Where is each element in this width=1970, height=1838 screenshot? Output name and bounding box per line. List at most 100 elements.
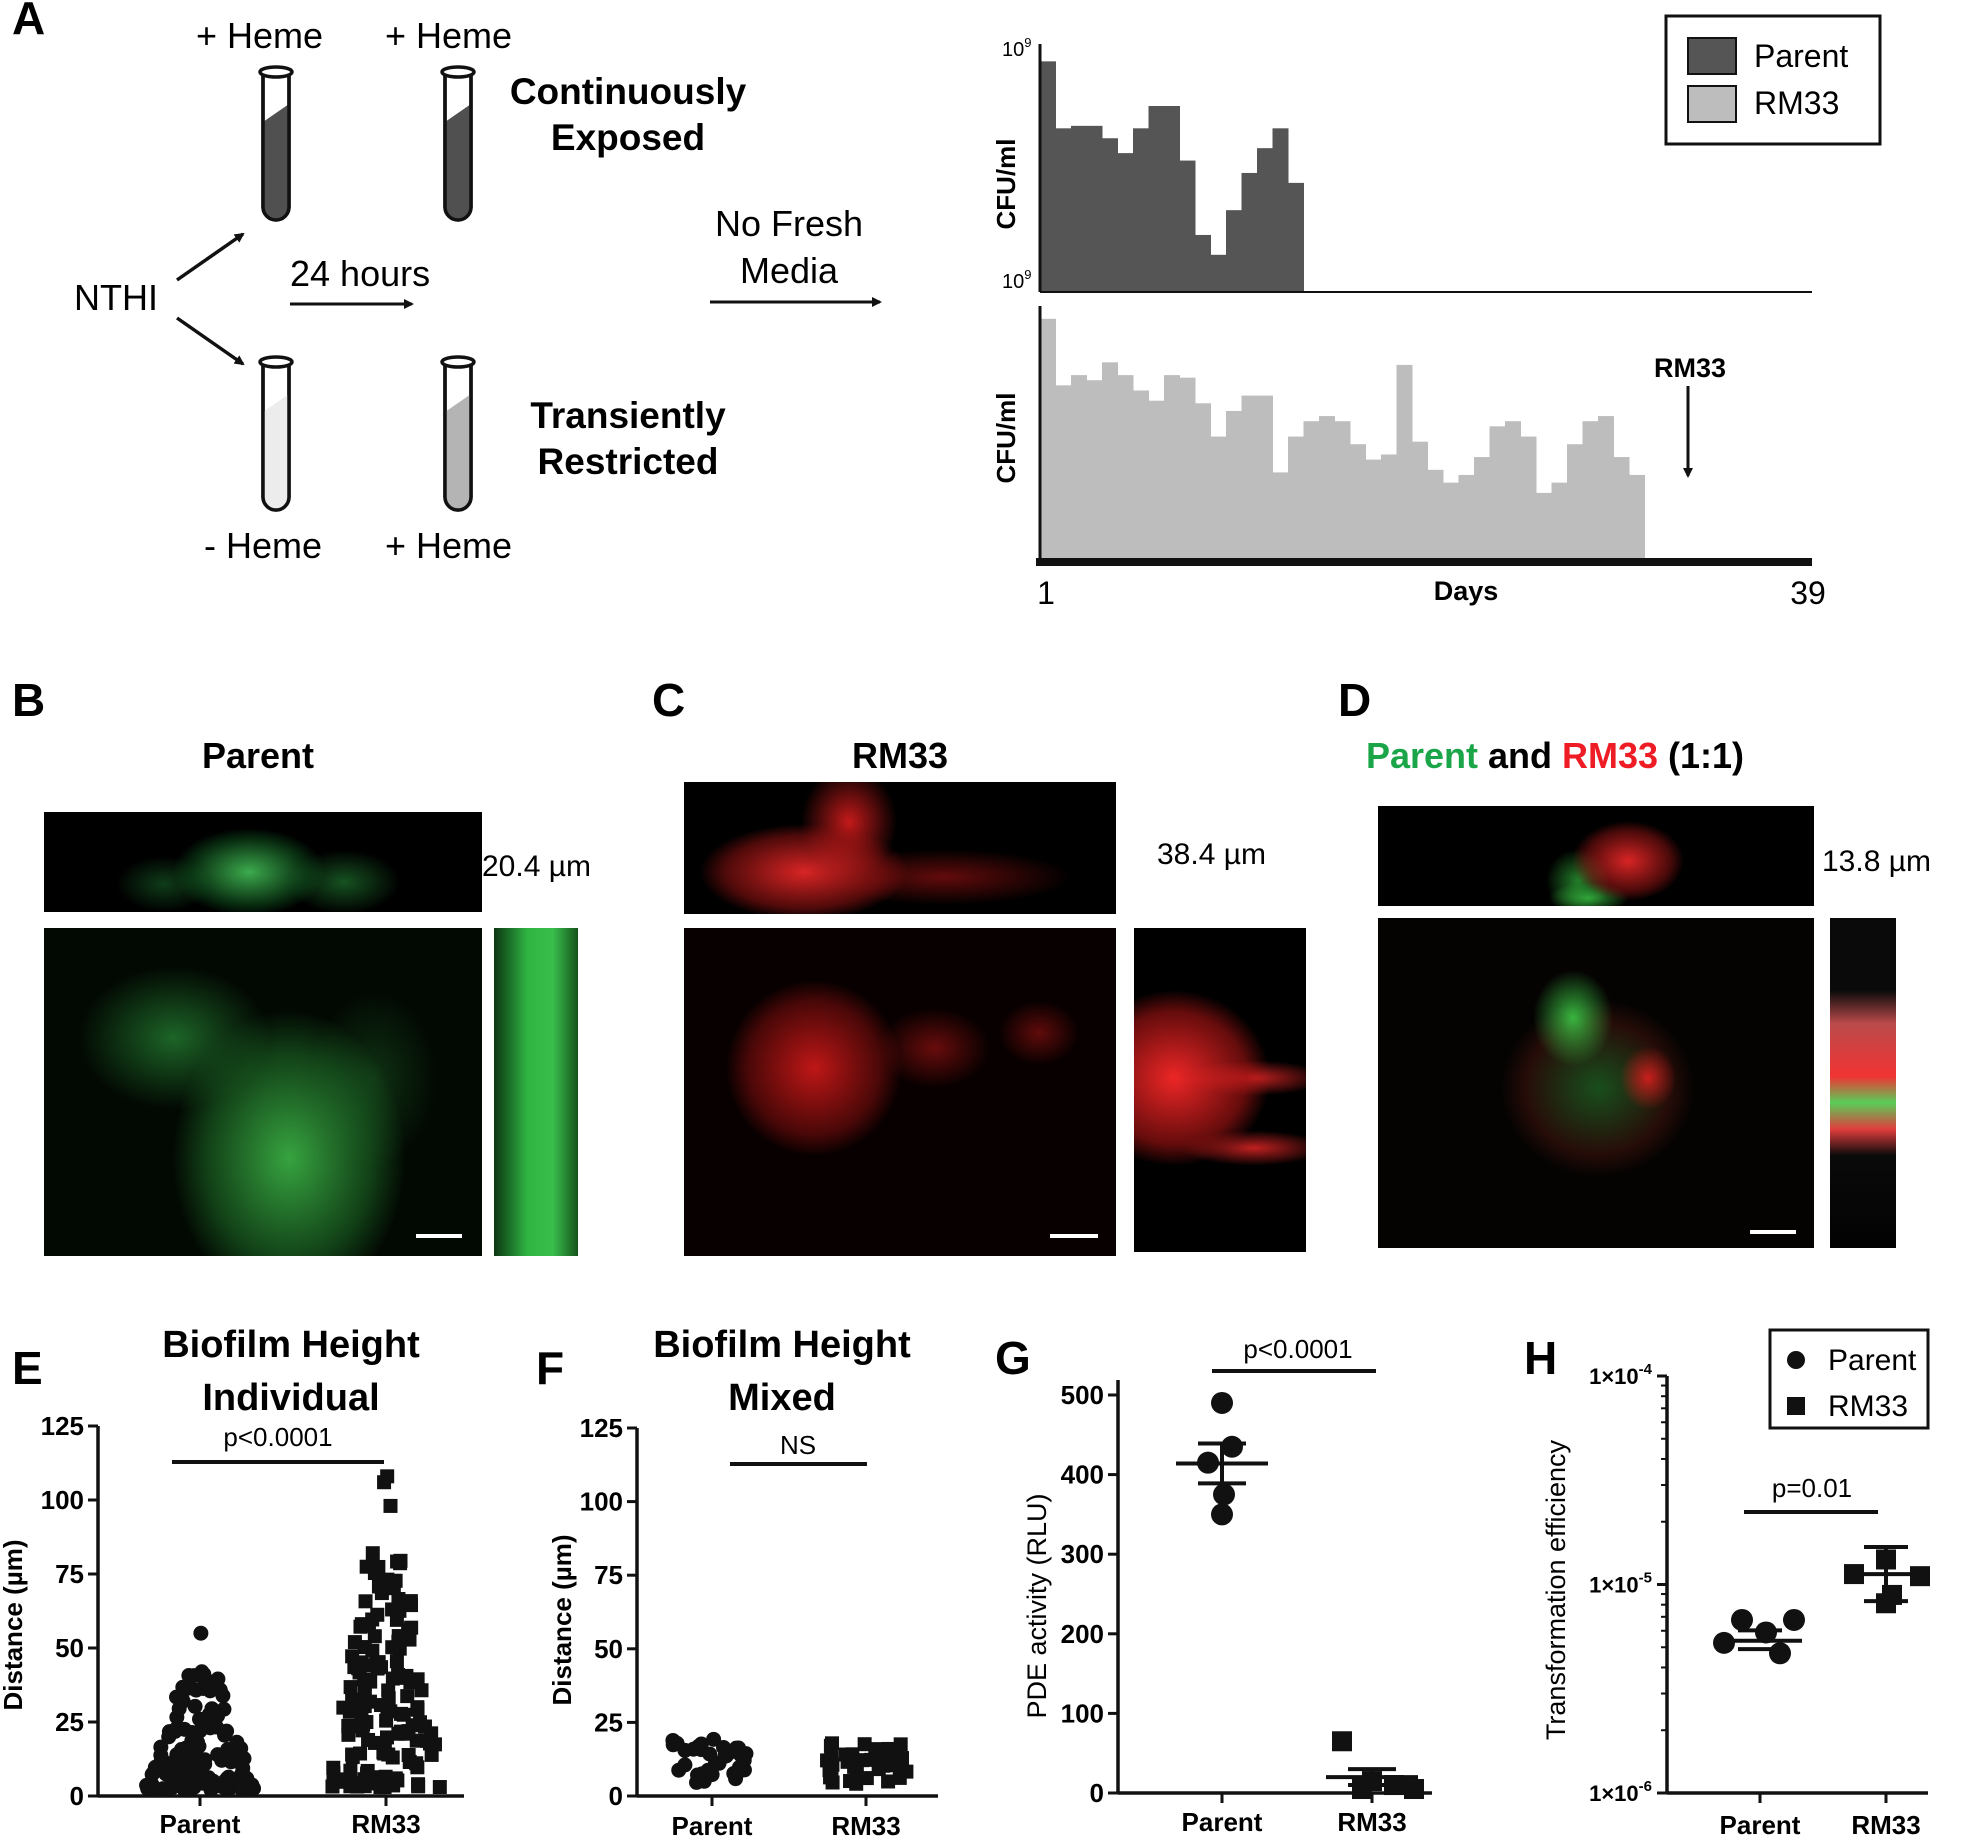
bar-parent-day-6 (1117, 153, 1134, 292)
scale-bar (1750, 1230, 1796, 1234)
panel-e-rm33-point (414, 1683, 429, 1698)
tube-continuous-24h (258, 65, 294, 222)
panel-e-rm33-point (388, 1573, 403, 1588)
panel-e-rm33-point (410, 1700, 425, 1715)
y-axis-label-parent: CFU/ml (991, 139, 1021, 230)
panel-h-y-tick-label-0: 1×10-4 (1589, 1361, 1653, 1389)
heme-plus-label-2: + Heme (385, 15, 512, 56)
panel-h-category-rm33: RM33 (1851, 1810, 1920, 1838)
bar-rm33-day-7 (1133, 390, 1149, 562)
panel-h-parent-point (1731, 1608, 1753, 1631)
panel-f-parent-point (665, 1732, 681, 1748)
panel-f-rm33-point (859, 1771, 874, 1786)
panel-e-parent-point (201, 1770, 217, 1786)
hours-label: 24 hours (290, 253, 430, 294)
panel-e-parent-point (169, 1720, 185, 1736)
panel-e-parent-point (217, 1727, 233, 1743)
panel-f-parent-point (706, 1731, 722, 1747)
panel-h-parent-point (1769, 1642, 1791, 1665)
panel-h-rm33-point (1876, 1593, 1896, 1614)
bar-parent-day-16 (1272, 128, 1289, 292)
panel-e-y-ticks: 0 25 50 75 100 125 (41, 1411, 98, 1811)
panel-e-parent-point (204, 1701, 220, 1717)
y-axis-label-rm33: CFU/ml (991, 393, 1021, 484)
panel-b-title: Parent (202, 735, 314, 776)
bar-rm33-day-1 (1040, 318, 1056, 562)
panel-e-rm33-point (370, 1607, 385, 1622)
panel-b-thickness: 20.4 µm (482, 850, 591, 883)
panel-e-parent-point (191, 1711, 207, 1727)
panel-e-rm33-point (341, 1727, 356, 1742)
panel-e-y-tick-label-125: 125 (41, 1411, 84, 1441)
panel-f-rm33-point (892, 1770, 907, 1785)
panel-c-xz-projection (684, 782, 1116, 914)
panel-e-rm33-point (402, 1632, 417, 1647)
panel-g-parent-point (1211, 1391, 1233, 1414)
panel-c-thickness: 38.4 µm (1157, 838, 1266, 871)
panel-e-y-tick-label-0: 0 (70, 1781, 84, 1811)
panel-f-parent-point (694, 1766, 710, 1782)
bar-parent-day-13 (1226, 210, 1242, 292)
panel-e-parent-point (197, 1752, 213, 1768)
panel-e-rm33-point (424, 1747, 439, 1762)
panel-letter-d: D (1338, 674, 1371, 726)
panel-g-rm33-point (1404, 1779, 1424, 1800)
panel-b-xz-projection (44, 812, 482, 912)
panel-e-parent-point (176, 1765, 192, 1781)
panel-e-y-tick-label-50: 50 (55, 1633, 84, 1663)
panel-f-y-tick-label-125: 125 (580, 1413, 623, 1443)
panel-e-rm33-point (363, 1674, 378, 1689)
panel-e-category-parent: Parent (160, 1809, 241, 1838)
panel-e-rm33-point (411, 1777, 426, 1792)
bar-rm33-day-2 (1055, 385, 1072, 562)
panel-h-rm33-point (1910, 1566, 1930, 1587)
panel-f-rm33-point (824, 1751, 839, 1766)
panel-f-rm33-point (857, 1737, 872, 1752)
bar-rm33-day-22 (1365, 459, 1382, 562)
panel-g-y-tick-label-400: 400 (1061, 1460, 1104, 1490)
panel-e-rm33-point (383, 1498, 398, 1513)
panel-f-rm33-point (881, 1774, 896, 1789)
panel-g-parent-point (1221, 1435, 1243, 1458)
panel-f-rm33-points (820, 1736, 914, 1791)
bar-rm33-day-9 (1164, 375, 1180, 562)
panel-e-rm33-points (325, 1469, 447, 1795)
panel-e-rm33-point (373, 1698, 388, 1713)
panel-e-rm33-point (357, 1640, 372, 1655)
panel-e-rm33-point (420, 1733, 435, 1748)
panel-e-parent-point (147, 1759, 163, 1775)
bar-rm33-day-31 (1505, 421, 1521, 562)
panel-f-subtitle: Mixed (728, 1377, 836, 1419)
y-top-exponent-parent: 109 (1002, 35, 1031, 61)
panel-f-stat: NS (780, 1430, 816, 1460)
bar-parent-day-1 (1040, 61, 1056, 292)
panel-e-parent-point (180, 1782, 196, 1798)
panel-c-yz-projection (1134, 928, 1306, 1252)
panel-g-parent-point (1213, 1483, 1235, 1506)
bar-rm33-day-30 (1489, 426, 1506, 562)
bar-rm33-day-4 (1086, 380, 1103, 562)
y-bottom-exponent-parent: 109 (1002, 267, 1031, 293)
no-fresh-media-line-2: Media (740, 250, 839, 291)
panel-f-rm33-point (849, 1776, 864, 1791)
bar-parent-day-4 (1086, 125, 1103, 292)
panel-f-rm33-point (847, 1759, 862, 1774)
panel-f-y-tick-label-75: 75 (594, 1560, 623, 1590)
panel-letter-c: C (652, 674, 685, 726)
panel-h-legend-marker-rm33 (1787, 1397, 1805, 1415)
panel-f-parent-point (702, 1746, 718, 1762)
panel-f-rm33-point (883, 1752, 898, 1767)
x-start-label: 1 (1037, 575, 1055, 611)
panel-e-parent-point (196, 1666, 212, 1682)
panel-h-y-tick-label-1: 1×10-5 (1589, 1570, 1652, 1598)
legend-label-parent: Parent (1754, 38, 1848, 74)
panel-e-rm33-point (325, 1779, 340, 1794)
panel-e-y-tick-label-75: 75 (55, 1559, 84, 1589)
scale-bar (1050, 1234, 1098, 1238)
panel-g-chart: G PDE activity (RLU) 0 100 200 300 400 500 Pa… (995, 1332, 1432, 1837)
nthi-label: NTHI (74, 277, 158, 318)
panel-e-category-rm33: RM33 (351, 1809, 420, 1838)
panel-e-parent-point (193, 1625, 209, 1641)
panel-f-rm33-point (845, 1747, 860, 1762)
bar-rm33-day-6 (1117, 375, 1134, 562)
